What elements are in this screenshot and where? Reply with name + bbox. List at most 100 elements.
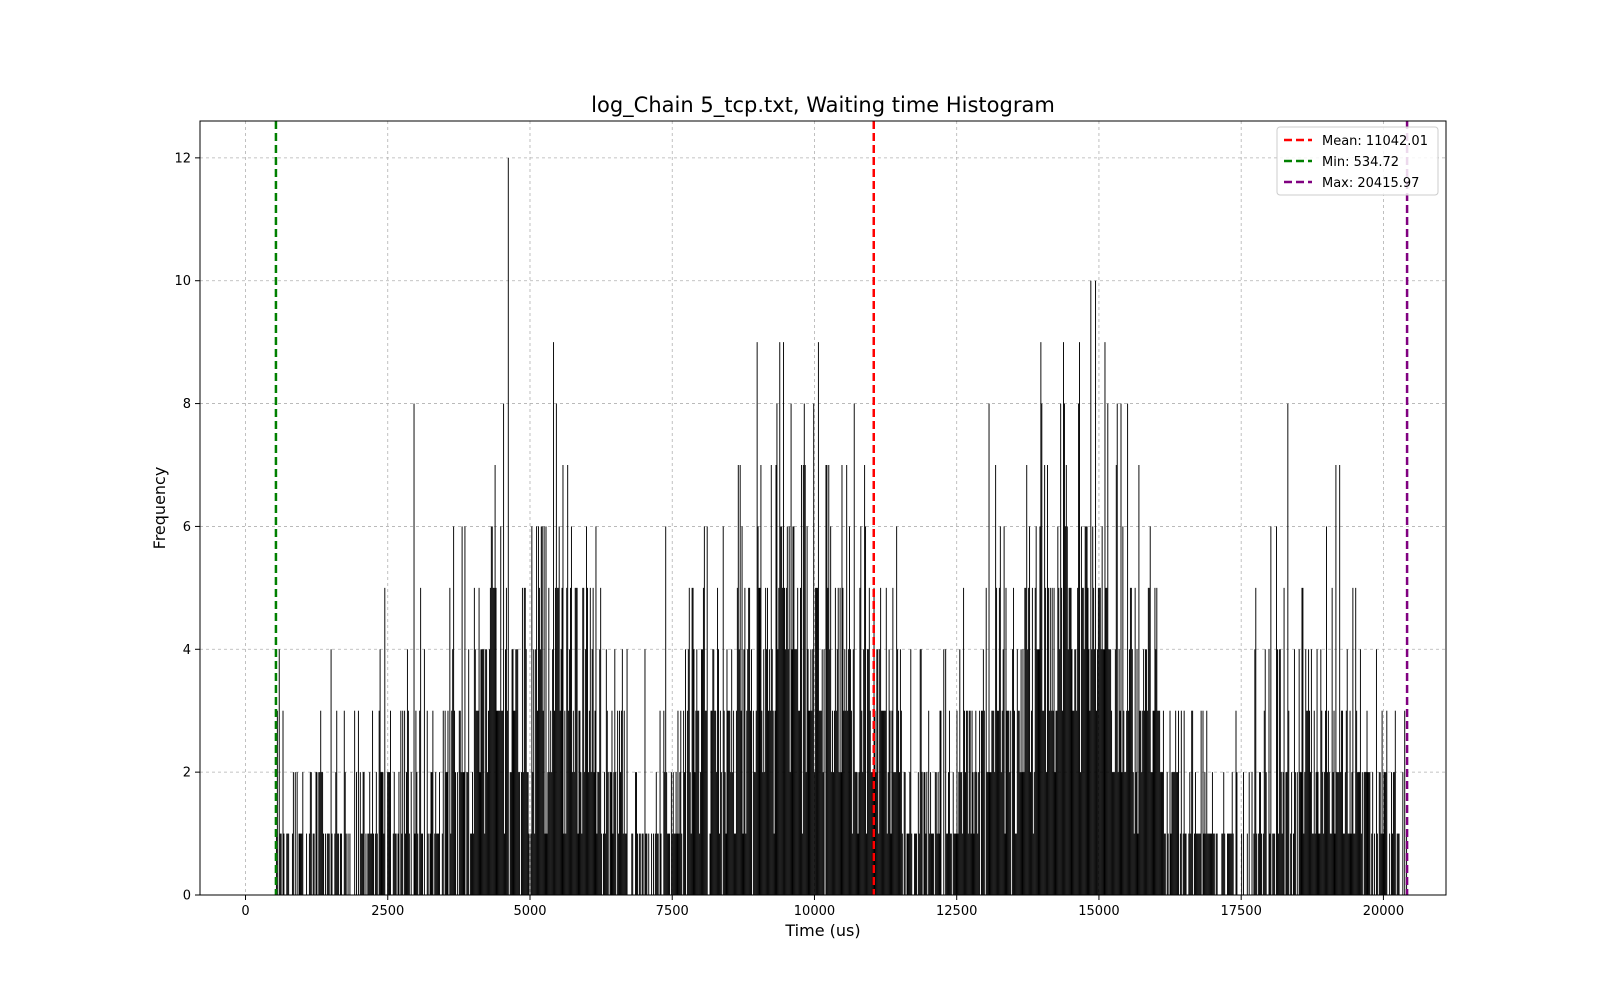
histogram-bar bbox=[651, 833, 653, 895]
histogram-bar bbox=[701, 649, 702, 895]
histogram-bar bbox=[539, 649, 541, 895]
histogram-bar bbox=[788, 526, 790, 895]
histogram-bar bbox=[1041, 403, 1043, 895]
histogram-bar bbox=[1020, 649, 1022, 895]
histogram-bar bbox=[979, 710, 981, 895]
histogram-bar bbox=[1065, 465, 1067, 895]
histogram-bar bbox=[1017, 710, 1019, 895]
histogram-bar bbox=[700, 772, 702, 895]
histogram-bar bbox=[1130, 587, 1132, 895]
histogram-bar bbox=[331, 833, 333, 895]
histogram-bar bbox=[452, 649, 454, 895]
histogram-bar bbox=[685, 649, 686, 895]
histogram-bar bbox=[1117, 772, 1119, 895]
histogram-bar bbox=[763, 649, 765, 895]
histogram-bar bbox=[541, 526, 543, 895]
histogram-bar bbox=[543, 526, 545, 895]
histogram-bar bbox=[703, 526, 705, 895]
histogram-bar bbox=[1194, 772, 1196, 895]
x-tick-label: 17500 bbox=[1220, 904, 1261, 919]
histogram-bar bbox=[1080, 526, 1082, 895]
histogram-bar bbox=[1178, 710, 1179, 895]
histogram-bar bbox=[1329, 833, 1331, 895]
histogram-bar bbox=[1333, 710, 1335, 895]
histogram-bar bbox=[375, 772, 377, 895]
histogram-bar bbox=[816, 587, 817, 895]
histogram-bar bbox=[910, 649, 912, 895]
histogram-bar bbox=[1096, 649, 1098, 895]
histogram-bar bbox=[1126, 710, 1128, 895]
histogram-bar bbox=[398, 772, 400, 895]
histogram-bar bbox=[507, 157, 509, 896]
histogram-bar bbox=[1102, 649, 1104, 895]
histogram-bar bbox=[1058, 587, 1060, 895]
histogram-bar bbox=[321, 772, 323, 895]
histogram-bar bbox=[417, 833, 419, 895]
histogram-bar bbox=[731, 649, 733, 895]
histogram-bar bbox=[382, 772, 384, 895]
histogram-bar bbox=[301, 833, 303, 895]
histogram-bar bbox=[1007, 710, 1009, 895]
histogram-bar bbox=[1161, 772, 1162, 895]
histogram-bar bbox=[1294, 772, 1296, 895]
histogram-bar bbox=[472, 833, 474, 895]
histogram-bar bbox=[1192, 710, 1194, 895]
histogram-bar bbox=[349, 833, 351, 895]
histogram-bar bbox=[1310, 649, 1312, 895]
histogram-bar bbox=[1258, 833, 1260, 895]
histogram-bar bbox=[1159, 710, 1161, 895]
histogram-bar bbox=[1355, 587, 1357, 895]
histogram-bar bbox=[306, 833, 308, 895]
histogram-bar bbox=[961, 772, 963, 895]
histogram-bar bbox=[1162, 710, 1164, 895]
histogram-bar bbox=[421, 833, 423, 895]
histogram-bar bbox=[1227, 833, 1229, 895]
histogram-bar bbox=[1334, 833, 1336, 895]
histogram-bar bbox=[818, 710, 820, 895]
histogram-bar bbox=[1367, 772, 1369, 895]
histogram-bar bbox=[969, 710, 971, 895]
histogram-bar bbox=[1076, 710, 1078, 895]
histogram-bar bbox=[907, 833, 909, 895]
histogram-bar bbox=[1321, 710, 1323, 895]
histogram-bar bbox=[734, 833, 736, 895]
histogram-bar bbox=[1177, 772, 1179, 895]
histogram-bar bbox=[1277, 833, 1279, 895]
histogram-bar bbox=[1004, 833, 1006, 895]
histogram-bar bbox=[280, 833, 282, 895]
histogram-bar bbox=[338, 833, 340, 895]
histogram-bar bbox=[1152, 710, 1154, 895]
histogram-bar bbox=[782, 587, 784, 895]
histogram-bar bbox=[1308, 649, 1310, 895]
histogram-bar bbox=[501, 710, 503, 895]
histogram-bar bbox=[915, 833, 917, 895]
histogram-bar bbox=[960, 772, 962, 895]
histogram-bar bbox=[480, 649, 482, 895]
histogram-bar bbox=[655, 772, 657, 895]
histogram-bar bbox=[903, 772, 905, 895]
histogram-bar bbox=[302, 772, 304, 895]
histogram-bar bbox=[1033, 772, 1035, 895]
histogram-bar bbox=[1047, 465, 1048, 895]
histogram-bar bbox=[453, 526, 455, 895]
histogram-bar bbox=[1125, 772, 1127, 895]
histogram-bar bbox=[287, 833, 289, 895]
histogram-bar bbox=[876, 649, 878, 895]
histogram-bar bbox=[1031, 587, 1033, 895]
histogram-bar bbox=[467, 772, 469, 895]
histogram-bar bbox=[689, 772, 691, 895]
histogram-bar bbox=[926, 772, 928, 895]
histogram-bar bbox=[555, 403, 557, 895]
histogram-bar bbox=[1301, 587, 1303, 895]
y-tick-label: 10 bbox=[174, 274, 191, 289]
histogram-bar bbox=[589, 587, 591, 895]
histogram-bar bbox=[1061, 587, 1063, 895]
histogram-bar bbox=[921, 772, 923, 895]
histogram-bar bbox=[977, 833, 979, 895]
histogram-bar bbox=[1232, 833, 1234, 895]
histogram-bar bbox=[767, 710, 769, 895]
histogram-bar bbox=[877, 649, 879, 895]
histogram-bar bbox=[1116, 403, 1118, 895]
histogram-bar bbox=[1149, 526, 1151, 895]
